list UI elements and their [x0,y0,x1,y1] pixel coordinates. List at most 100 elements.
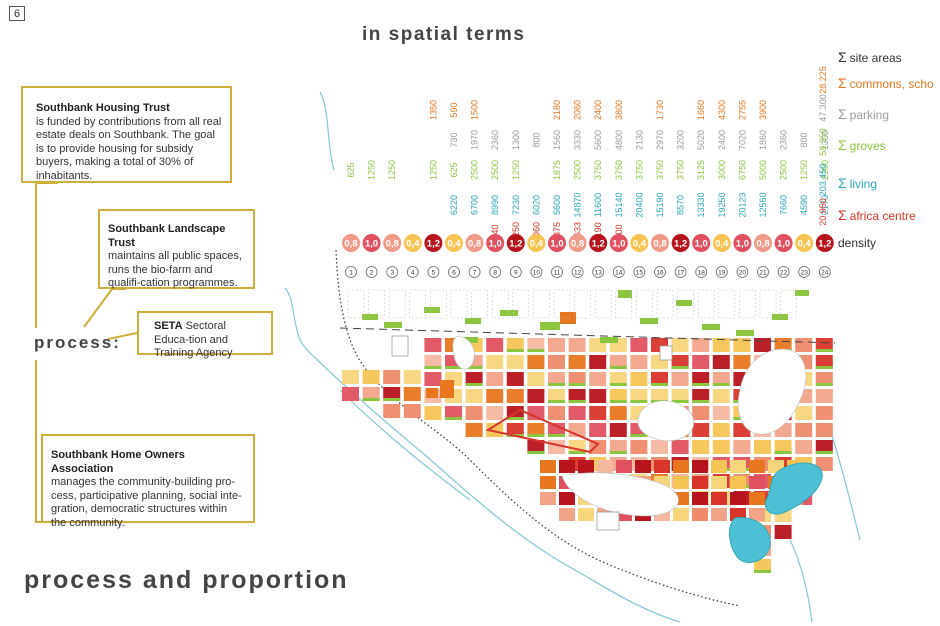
grove-strip [506,349,524,352]
sports-field-1 [596,511,620,531]
value-groves: 3750 [676,160,686,180]
building-block [671,440,689,454]
plot-outline [491,289,509,319]
value-parking: 800 [531,132,541,147]
legend-label: density [838,236,877,250]
sigma-icon: Σ [838,49,847,65]
column-number-circle [345,266,357,278]
connector-housing [35,182,58,328]
grove-strip [548,383,565,386]
plot-outline [759,289,777,319]
value-living: 15190 [655,192,665,217]
building-block [540,460,556,473]
grove-strip [527,434,545,437]
density-circle [712,234,731,252]
density-value: 1,2 [592,239,605,250]
building-block [749,492,765,505]
legend-label: africa centre [849,209,916,223]
open-space-3 [737,348,807,435]
value-parking: 2970 [655,130,665,150]
building-block [609,389,627,403]
building-block [465,423,483,437]
building-block [692,440,710,454]
river-south [329,371,681,623]
page-title: in spatial terms [362,24,526,45]
building-block [815,372,833,386]
density-circle [383,234,402,252]
density-value: 1,2 [674,239,687,250]
building-block [654,460,670,473]
column-number: 7 [473,270,477,277]
building-block [527,372,545,386]
value-living: 2170 [820,195,830,215]
building-block [506,355,524,369]
building-block [527,406,545,420]
building-block [486,355,504,369]
building-block [730,476,746,489]
column-number-circle [386,266,399,278]
plot-outline [533,289,550,319]
sigma-icon: Σ [838,137,847,153]
value-parking: 1970 [470,130,480,150]
plot-outline [780,289,797,319]
grove-block [702,324,720,330]
value-commons: 590 [449,102,459,117]
building-block [609,423,627,437]
column-number-circle [365,266,378,278]
value-commons: 4300 [717,100,727,120]
home-owners-heading: Southbank Home Owners Association [51,449,185,475]
column-number-circle [468,266,481,278]
connector-seta [107,332,138,340]
grove-strip [630,400,648,403]
building-block [712,372,730,386]
legend-label: living [849,177,878,191]
building-block [733,355,751,369]
building-block [548,389,565,403]
building-block [671,355,689,369]
stream-east [789,539,813,623]
building-block [568,355,586,369]
grove-strip [527,451,545,454]
building-block [754,559,771,573]
open-space-4 [452,335,475,370]
density-value: 0,8 [386,239,399,250]
grove-block [424,307,440,313]
building-block [692,338,710,352]
density-circle [506,234,525,252]
building-block [635,460,651,473]
grove-block [600,337,618,343]
value-groves: 3000 [717,160,727,180]
column-number: 18 [698,270,706,277]
building-block [548,372,565,386]
sigma-icon: Σ [838,106,847,122]
building-block [568,372,586,386]
grove-strip [548,434,565,437]
value-groves: 625 [449,162,459,177]
building-block [589,440,607,454]
density-value: 1,0 [612,239,625,250]
grove-strip [692,383,710,386]
process-label: process: [34,333,121,352]
building-block [362,387,380,401]
sports-field-2 [391,335,409,357]
value-living: 15140 [614,192,624,217]
seta-box: SETA Sectoral Educa-tion and Training Ag… [137,311,273,359]
building-block [630,372,648,386]
column-number-circle [509,266,522,278]
building-block [733,338,751,352]
value-groves: 2200 [820,160,830,180]
column-number: 21 [759,270,767,277]
column-number: 13 [595,270,603,277]
column-number: 11 [554,270,561,277]
density-value: 1,0 [550,239,563,250]
legend-total: 58.350 [818,128,828,156]
grove-strip [609,383,627,386]
building-block [609,406,627,420]
density-row: 0,8 1,0 0,8 0,4 1,2 0,4 0,8 1,0 1,2 0,4 1,0 0,8 1,2 1… [342,234,834,252]
grove-block [540,322,560,330]
seta-text: Sectoral Educa-tion and Training Agency [154,320,233,359]
value-parking: 2130 [634,130,644,150]
grove-strip [548,400,565,403]
